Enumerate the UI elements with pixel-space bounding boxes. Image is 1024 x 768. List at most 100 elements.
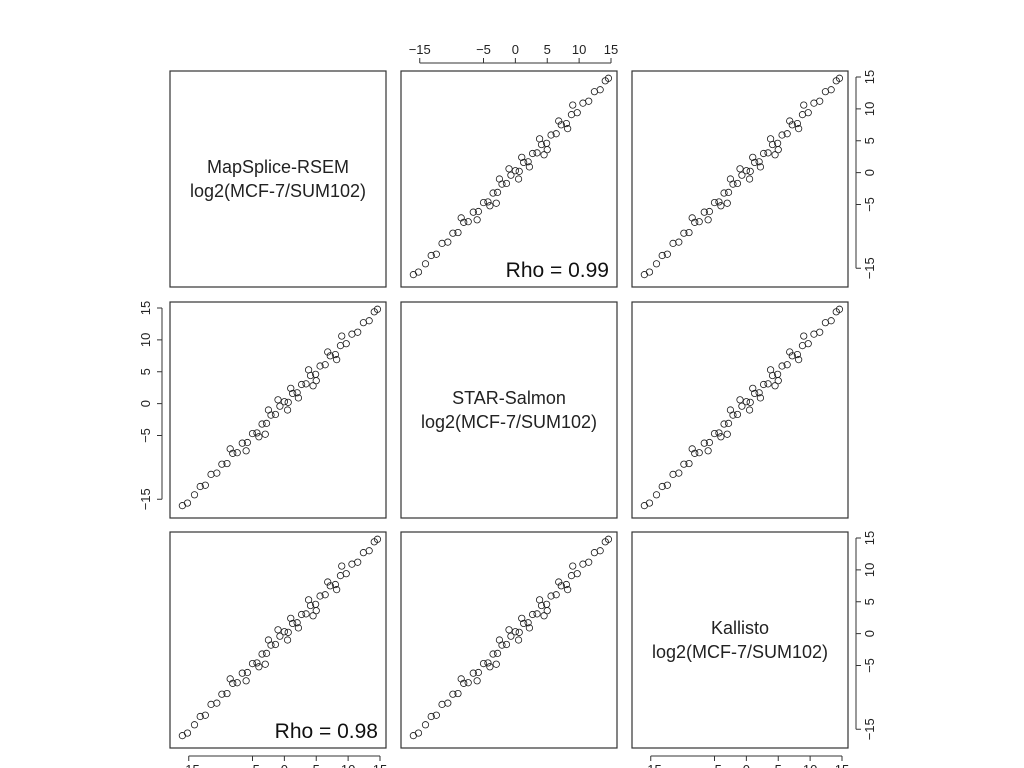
scatter-point-r2-c1-45 [543, 607, 551, 615]
scatter-point-r1-c2-30 [788, 352, 796, 360]
scatter-point-r2-c0-8 [223, 689, 231, 698]
scatter-point-r0-c1-49 [564, 125, 572, 133]
scatter-point-r2-c1-3 [427, 712, 435, 721]
scatter-point-r0-c2-31 [793, 119, 801, 128]
scatter-point-r1-c0-31 [331, 350, 339, 359]
scatter-point-r0-c2-3 [658, 251, 666, 260]
scatter-point-r2-c0-51 [274, 626, 282, 634]
scatter-point-r1-c2-13 [710, 429, 719, 438]
scatter-point-r2-c1-46 [473, 677, 481, 685]
scatter-point-r2-c1-40 [486, 663, 494, 671]
bottom-tick-label-c2-1: −5 [707, 762, 722, 768]
scatter-point-r0-c1-11 [469, 208, 477, 216]
scatter-point-r2-c1-37 [596, 547, 604, 555]
scatter-point-r0-c2-16 [724, 188, 733, 196]
scatter-point-r0-c2-28 [778, 131, 786, 139]
top-tick-label-c1-1: −5 [476, 42, 491, 57]
scatter-point-r2-c0-1 [183, 729, 192, 737]
scatter-point-r1-c0-42 [287, 384, 295, 392]
scatter-point-r2-c0-23 [293, 619, 301, 627]
scatter-point-r2-c0-42 [287, 614, 295, 622]
left-tick-label-r1-5: 15 [138, 301, 153, 315]
scatter-point-r0-c1-31 [562, 119, 570, 128]
bottom-tick-label-c0-5: 15 [373, 762, 387, 768]
scatter-point-r0-c2-23 [755, 158, 763, 166]
scatter-point-r0-c2-8 [685, 228, 693, 237]
scatter-point-r0-c1-3 [427, 251, 435, 260]
scatter-point-r0-c1-22 [520, 158, 528, 167]
bottom-tick-label-c2-5: 15 [835, 762, 849, 768]
scatter-point-r2-c1-15 [489, 650, 497, 658]
variable-name-0: MapSplice-RSEM [207, 157, 349, 177]
scatter-point-r0-c1-45 [543, 146, 551, 154]
scatter-point-r1-c0-41 [264, 406, 273, 414]
top-tick-label-c1-0: −15 [409, 42, 431, 57]
scatter-point-r2-c0-31 [331, 580, 339, 589]
scatter-point-r1-c0-44 [304, 366, 313, 374]
scatter-point-r2-c0-49 [333, 586, 341, 594]
scatter-point-r1-c0-1 [183, 499, 192, 507]
scatter-point-r1-c2-15 [720, 420, 728, 428]
scatter-point-r2-c0-10 [233, 679, 241, 687]
left-tick-label-r1-0: −15 [138, 488, 153, 510]
scatter-point-r1-c0-23 [293, 389, 301, 397]
scatter-point-r2-c0-39 [373, 535, 382, 543]
left-tick-label-r1-2: 0 [138, 400, 153, 407]
rho-label-r0-c1: Rho = 0.99 [506, 259, 609, 282]
scatter-point-r1-c2-42 [749, 384, 757, 392]
scatter-point-r2-c0-47 [226, 675, 234, 683]
scatter-point-r0-c1-8 [454, 228, 462, 237]
scatter-point-r2-c0-33 [342, 570, 350, 578]
scatter-point-r1-c0-37 [365, 317, 373, 325]
scatter-point-r0-c2-40 [717, 202, 725, 210]
bottom-tick-label-c2-4: 10 [803, 762, 817, 768]
scatter-point-r2-c1-52 [540, 612, 548, 620]
top-tick-label-c1-4: 10 [572, 42, 586, 57]
scatter-point-r2-c1-31 [562, 580, 570, 589]
variable-name-1: STAR-Salmon [452, 388, 566, 408]
scatter-point-r2-c1-25 [533, 610, 541, 618]
scatter-point-r0-c2-51 [736, 165, 744, 173]
scatter-point-r0-c2-7 [680, 229, 688, 237]
scatter-point-r1-c0-25 [302, 380, 310, 388]
scatter-point-r1-c0-10 [233, 449, 241, 457]
scatter-point-r0-c2-12 [705, 207, 714, 216]
scatter-point-r2-c0-54 [338, 562, 346, 570]
scatter-point-r2-c1-54 [569, 562, 577, 570]
scatter-point-r0-c1-12 [474, 207, 482, 216]
scatter-point-r1-c2-54 [800, 332, 808, 340]
scatter-point-r0-c2-42 [749, 153, 757, 161]
scatter-point-r0-c1-33 [573, 109, 581, 117]
scatter-point-r1-c2-11 [700, 439, 708, 447]
scatter-point-r2-c1-23 [524, 619, 532, 627]
scatter-point-r1-c2-25 [764, 380, 772, 388]
scatter-point-r2-c1-22 [520, 619, 528, 628]
scatter-point-r1-c0-49 [333, 356, 341, 364]
scatter-point-r0-c2-54 [800, 101, 808, 109]
scatter-point-r0-c1-21 [515, 167, 523, 175]
scatter-point-r2-c1-19 [507, 632, 515, 640]
scatter-point-r1-c0-39 [373, 305, 382, 313]
panel-frame-r0-c0 [169, 70, 387, 288]
scatter-point-r0-c2-24 [759, 149, 768, 158]
scatter-point-r0-c1-51 [505, 165, 513, 173]
scatter-point-r1-c2-46 [704, 447, 712, 455]
scatter-point-r1-c2-22 [751, 389, 759, 398]
scatter-point-r0-c1-5 [438, 239, 446, 247]
bottom-tick-label-c0-3: 5 [313, 762, 320, 768]
scatter-point-r2-c0-25 [302, 610, 310, 618]
scatter-point-r0-c2-4 [663, 250, 671, 258]
scatter-point-r0-c2-18 [733, 179, 742, 188]
scatter-point-r0-c1-24 [528, 149, 537, 158]
scatter-point-r1-c2-52 [771, 382, 779, 390]
scatter-point-r0-c2-44 [766, 135, 775, 143]
scatter-point-r0-c1-10 [464, 218, 472, 226]
scatter-point-r1-c2-6 [675, 469, 683, 477]
scatter-point-r1-c2-5 [669, 470, 677, 478]
scatter-point-r0-c1-42 [518, 153, 526, 161]
panel-frame-r2-c1 [400, 531, 618, 749]
scatter-point-r1-c2-48 [786, 348, 794, 356]
scatter-point-r1-c0-54 [338, 332, 346, 340]
scatter-point-r0-c1-15 [489, 189, 497, 197]
scatter-point-r1-c0-33 [342, 340, 350, 348]
